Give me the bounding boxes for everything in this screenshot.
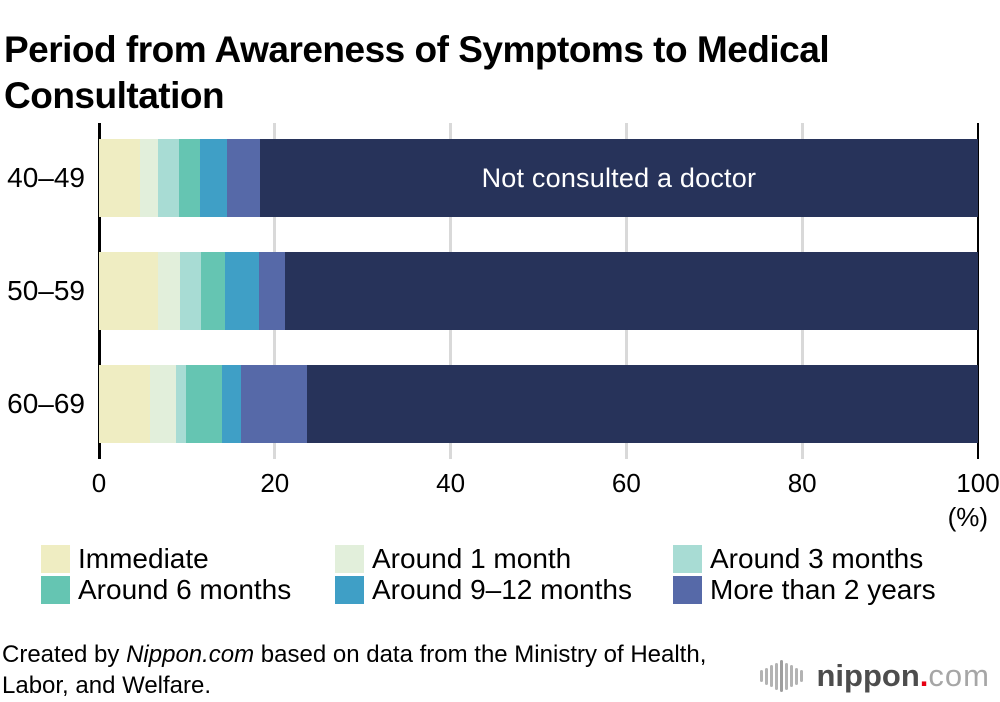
source-note-line2: Labor, and Welfare.	[2, 672, 212, 699]
bar-row-60–69	[99, 365, 978, 443]
bar-annotation: Not consulted a doctor	[481, 162, 757, 193]
page-title: Period from Awareness of Symptoms to Med…	[4, 28, 830, 116]
legend-item: More than 2 years	[673, 574, 936, 606]
bar-segment	[200, 139, 228, 217]
bar-segment	[224, 252, 259, 330]
bar-segment	[222, 365, 242, 443]
logo-wordmark: nippon	[816, 658, 920, 693]
bar-segment	[149, 365, 177, 443]
bar-segment	[99, 252, 158, 330]
bar-segment	[179, 252, 201, 330]
legend-item: Immediate	[41, 543, 209, 575]
legend-swatch	[335, 576, 364, 604]
legend-swatch	[673, 576, 702, 604]
legend-swatch	[673, 545, 702, 573]
bar-segment	[200, 252, 225, 330]
legend-item: Around 6 months	[41, 574, 291, 606]
bar-segment	[185, 365, 223, 443]
soundwave-icon	[759, 660, 805, 692]
credit-name: Nippon.com	[126, 641, 255, 668]
chart-plot-area: Not consulted a doctor	[97, 123, 979, 459]
bar-segment	[99, 365, 150, 443]
x-axis-tick-label: 20	[260, 468, 290, 498]
x-axis-tick-label: 40	[436, 468, 466, 498]
bar-segment	[140, 139, 158, 217]
legend-label: More than 2 years	[710, 574, 936, 605]
legend-label: Immediate	[78, 543, 209, 574]
source-note-line1: Created by Nippon.com based on data from…	[2, 641, 707, 668]
y-axis-label: 40–49	[7, 162, 85, 193]
bar-segment	[227, 139, 260, 217]
logo-dot: .	[919, 658, 929, 693]
x-axis-tick-label: 60	[611, 468, 641, 498]
y-axis-label: 50–59	[7, 275, 85, 306]
legend-label: Around 9–12 months	[372, 574, 632, 605]
bar-segment: Not consulted a doctor	[259, 139, 978, 217]
legend-item: Around 9–12 months	[335, 574, 632, 606]
nippon-logo: nippon . com	[759, 655, 991, 697]
bar-segment	[99, 139, 141, 217]
axis-unit-label: (%)	[947, 502, 988, 532]
bar-segment	[157, 252, 180, 330]
legend-swatch	[335, 545, 364, 573]
bar-segment	[258, 252, 286, 330]
x-axis-tick-label: 80	[787, 468, 817, 498]
logo-tld: com	[928, 658, 990, 693]
bar-segment	[241, 365, 308, 443]
legend-label: Around 3 months	[710, 543, 924, 574]
bar-segment	[157, 139, 179, 217]
legend-swatch	[41, 545, 70, 573]
bar-segment	[307, 365, 978, 443]
x-axis-tick-label: 0	[91, 468, 107, 498]
bar-segment	[178, 139, 201, 217]
legend-label: Around 1 month	[372, 543, 572, 574]
y-axis-label: 60–69	[7, 388, 85, 419]
legend-label: Around 6 months	[78, 574, 292, 605]
bar-segment	[176, 365, 186, 443]
legend-item: Around 3 months	[673, 543, 923, 575]
legend-item: Around 1 month	[335, 543, 571, 575]
x-axis-tick-label: 100	[956, 468, 1000, 498]
source-note: Created by Nippon.com based on data from…	[2, 639, 772, 701]
bar-row-40–49: Not consulted a doctor	[99, 139, 978, 217]
bar-row-50–59	[99, 252, 978, 330]
legend-swatch	[41, 576, 70, 604]
bar-segment	[285, 252, 978, 330]
